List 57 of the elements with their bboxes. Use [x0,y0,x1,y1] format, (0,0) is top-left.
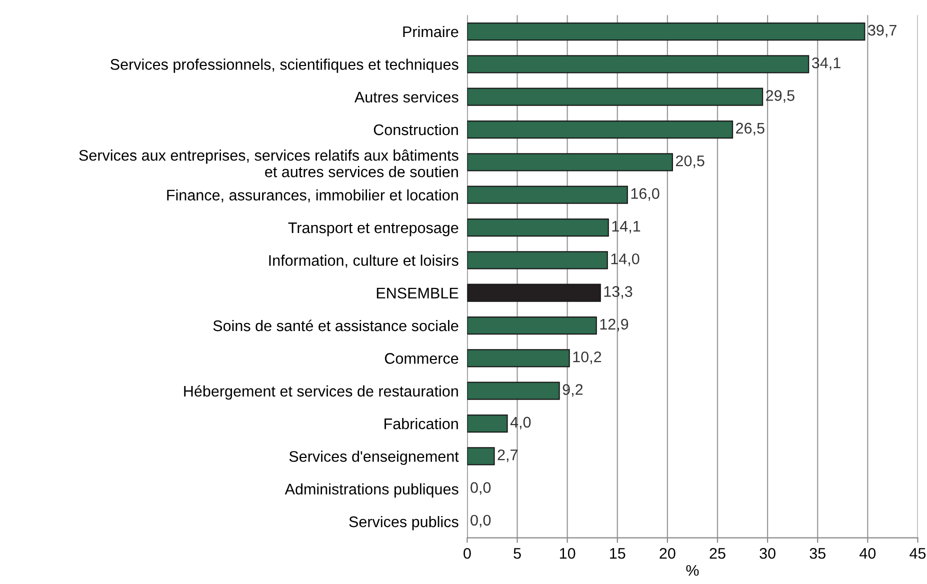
bar [467,382,560,400]
y-tick-label: Services d'enseignement [289,450,459,465]
data-label: 20,5 [676,155,704,168]
data-label: 14,0 [611,253,640,266]
x-tick-label: 35 [810,548,826,559]
y-tick-label: Finance, assurances, immobilier et location [167,189,458,202]
bar [467,218,609,237]
bar [467,251,608,270]
x-tick-label: 25 [710,548,726,559]
data-label: 10,2 [573,351,602,364]
y-tick-label: Administrations publiques [284,483,458,498]
data-label: 39,7 [868,24,896,38]
bar [467,120,734,139]
y-tick-label: Hébergement et services de restauration [184,385,458,400]
data-label: 0,0 [470,514,491,528]
data-label: 2,7 [498,449,518,462]
bar [467,316,597,335]
bar [467,186,628,204]
data-label: 14,1 [612,220,640,234]
y-tick-label: Autres services [354,91,458,103]
x-tick-label: 5 [514,548,521,559]
bar [467,284,601,302]
x-tick-label: 45 [910,548,926,559]
x-tick-label: 40 [860,548,876,559]
bar [467,88,764,106]
bar [467,349,570,368]
bar [467,414,508,433]
x-tick-label: 0 [464,548,471,559]
y-tick-label: Primaire [403,26,458,38]
bar [467,55,810,74]
data-label: 9,2 [562,384,583,397]
x-tick-label: 20 [660,548,676,559]
x-tick-label: 30 [760,548,776,559]
y-tick-label: Services publics [349,516,458,530]
y-tick-label: Services aux entreprises, services relatifs aux bâtiments et autres services de soutien [79,150,458,178]
y-tick-label: ENSEMBLE [376,288,458,299]
y-tick-label: Fabrication [384,418,458,430]
y-tick-label: Commerce [384,353,458,364]
bar [467,153,673,172]
x-axis-title: % [686,565,699,576]
y-tick-label: Information, culture et loisirs [269,254,458,268]
bar [467,22,866,41]
x-tick-label: 10 [560,548,576,559]
data-label: 4,0 [510,416,531,430]
data-label: 29,5 [766,90,794,103]
data-label: 12,9 [600,318,628,332]
y-tick-label: Transport et entreposage [288,222,458,236]
data-label: 0,0 [470,482,491,495]
x-tick-label: 15 [610,548,626,559]
data-label: 34,1 [812,57,840,70]
bar [467,447,495,466]
data-label: 13,3 [604,286,632,299]
data-label: 26,5 [736,122,764,136]
y-tick-label: Soins de santé et assistance sociale [213,320,458,332]
y-tick-label: Construction [374,124,458,136]
y-tick-label: Services professionnels, scientifiques et techniques [110,58,458,73]
data-label: 16,0 [631,188,660,201]
